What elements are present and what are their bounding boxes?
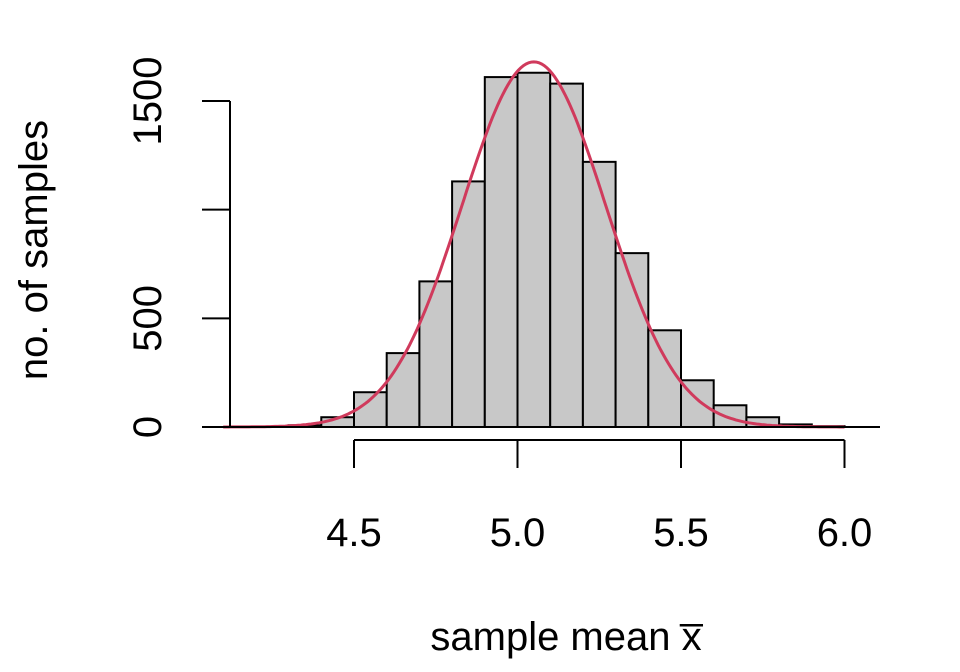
histogram-bar [483, 76, 519, 429]
histogram-bars [254, 71, 846, 429]
x-axis-title: sample mean x̅ [430, 615, 703, 659]
histogram-bar [647, 329, 682, 428]
y-axis-title: no. of samples [12, 120, 56, 380]
y-tick-label: 1500 [126, 57, 170, 146]
histogram-bar [385, 352, 421, 428]
x-tick-label: 4.5 [326, 511, 382, 555]
histogram-bar [418, 280, 454, 428]
x-tick-label: 5.5 [653, 511, 709, 555]
y-axis: 0 500 1500 [126, 57, 231, 438]
y-tick-label: 0 [126, 416, 170, 438]
x-tick-label: 6.0 [817, 511, 873, 555]
x-axis: 4.5 5.0 5.5 6.0 [326, 439, 873, 555]
normal-density-curve [223, 60, 845, 429]
histogram-bar [549, 82, 584, 428]
histogram-bar [712, 404, 748, 428]
histogram-bar [581, 160, 617, 428]
x-tick-label: 5.0 [490, 511, 546, 555]
y-tick-label: 500 [126, 285, 170, 352]
histogram-bar [516, 71, 552, 428]
